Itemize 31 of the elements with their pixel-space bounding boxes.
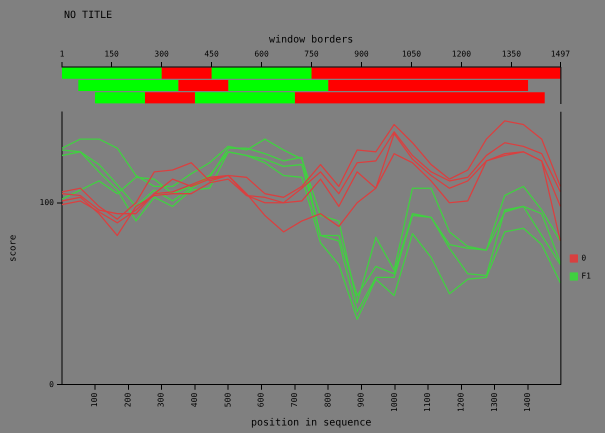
x-tick-label: 150 <box>104 49 120 58</box>
x-tick-label: 400 <box>190 392 199 408</box>
x-tick-label: 450 <box>204 49 219 58</box>
x-tick-label: 1200 <box>452 49 472 58</box>
x-tick-label: 600 <box>254 49 269 58</box>
x-axis-title: window borders <box>269 34 354 46</box>
x-tick-label: 1100 <box>423 392 432 412</box>
x-tick-label: 300 <box>156 392 166 408</box>
x-tick-label: 750 <box>304 49 319 58</box>
x-tick-label: 1 <box>60 49 65 58</box>
x-tick-label: 700 <box>290 392 299 408</box>
x-tick-label: 900 <box>356 392 366 408</box>
x-tick-label: 900 <box>354 49 369 58</box>
x-tick-label: 800 <box>323 392 332 408</box>
x-tick-label: 500 <box>223 392 232 408</box>
y-axis-title: score <box>8 234 19 262</box>
chart-title: NO TITLE <box>64 10 112 21</box>
x-axis-title: position in sequence <box>250 418 372 429</box>
x-tick-label: 1050 <box>402 49 422 58</box>
x-tick-label: 600 <box>256 392 266 408</box>
x-tick-label: 1200 <box>456 392 466 412</box>
legend-label: F1 <box>581 272 592 281</box>
x-tick-label: 1300 <box>490 392 499 412</box>
x-tick-label: 300 <box>154 49 170 58</box>
x-tick-label: 200 <box>123 392 132 408</box>
x-tick-label: 1400 <box>523 392 532 412</box>
x-tick-label: 1497 <box>550 49 570 58</box>
x-tick-label: 1000 <box>390 392 399 412</box>
legend-label: 0 <box>581 254 586 263</box>
x-tick-label: 100 <box>90 392 100 408</box>
x-tick-label: 1350 <box>502 49 522 58</box>
